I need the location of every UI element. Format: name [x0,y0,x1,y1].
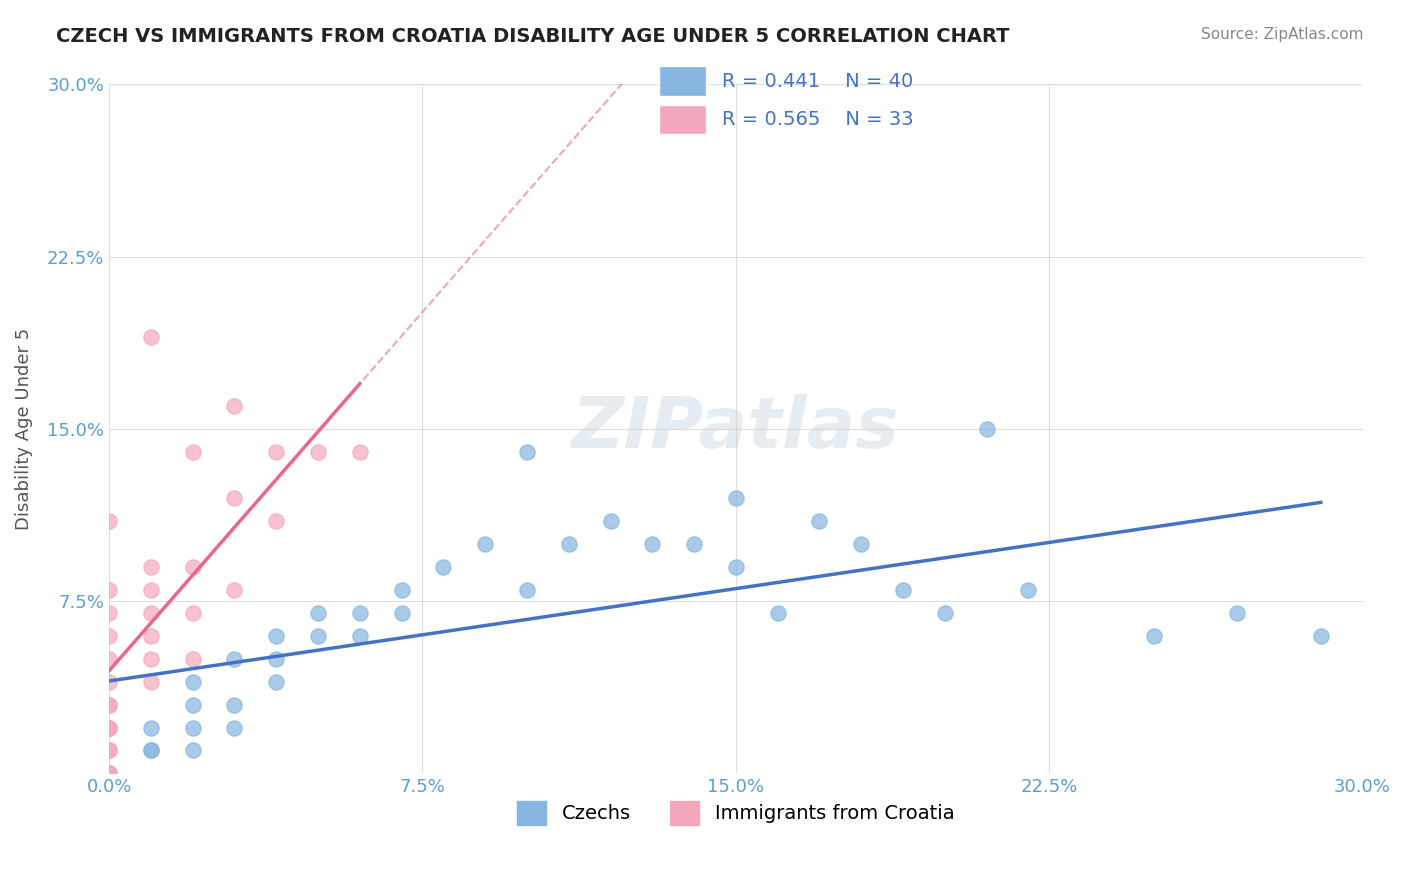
Y-axis label: Disability Age Under 5: Disability Age Under 5 [15,328,32,530]
Point [139,582,162,597]
Point [181,674,204,689]
Point [976,422,998,436]
Point [139,559,162,574]
Point [599,514,621,528]
Point [224,491,246,505]
Point [224,721,246,735]
Point [224,651,246,665]
Point [1226,606,1249,620]
Point [139,721,162,735]
Point [474,537,496,551]
Point [1143,629,1166,643]
Text: R = 0.441    N = 40: R = 0.441 N = 40 [721,72,912,91]
Point [307,445,329,459]
Point [349,445,371,459]
Point [181,606,204,620]
FancyBboxPatch shape [658,104,706,134]
Legend: Czechs, Immigrants from Croatia: Czechs, Immigrants from Croatia [509,793,962,832]
Point [98,698,121,712]
Point [307,629,329,643]
Point [139,674,162,689]
Point [808,514,831,528]
Point [516,582,538,597]
Point [181,743,204,757]
Point [181,721,204,735]
Point [98,766,121,780]
Point [139,743,162,757]
Point [1017,582,1039,597]
Point [98,606,121,620]
Point [391,606,413,620]
Point [264,629,287,643]
Point [98,721,121,735]
Point [181,445,204,459]
Point [264,514,287,528]
Point [891,582,914,597]
Point [98,743,121,757]
Text: Source: ZipAtlas.com: Source: ZipAtlas.com [1201,27,1364,42]
Point [224,582,246,597]
Point [391,582,413,597]
Point [264,651,287,665]
Point [766,606,789,620]
Point [139,606,162,620]
Point [98,743,121,757]
Point [181,559,204,574]
Text: CZECH VS IMMIGRANTS FROM CROATIA DISABILITY AGE UNDER 5 CORRELATION CHART: CZECH VS IMMIGRANTS FROM CROATIA DISABIL… [56,27,1010,45]
Point [641,537,664,551]
Point [264,674,287,689]
Point [139,743,162,757]
Point [516,445,538,459]
Point [98,698,121,712]
Point [98,766,121,780]
Point [934,606,956,620]
Point [307,606,329,620]
Point [724,491,747,505]
Point [181,698,204,712]
Point [224,698,246,712]
Point [98,721,121,735]
Point [98,582,121,597]
Point [432,559,454,574]
Point [349,606,371,620]
Point [349,629,371,643]
Point [181,651,204,665]
Point [724,559,747,574]
Point [139,651,162,665]
Point [139,629,162,643]
Text: ZIPatlas: ZIPatlas [572,394,900,464]
Point [851,537,873,551]
Point [1309,629,1331,643]
Point [264,445,287,459]
Text: R = 0.565    N = 33: R = 0.565 N = 33 [721,111,912,129]
Point [557,537,579,551]
Point [98,629,121,643]
Point [98,651,121,665]
Point [98,674,121,689]
Point [139,330,162,344]
Point [224,399,246,413]
Point [98,721,121,735]
Point [98,514,121,528]
FancyBboxPatch shape [658,67,706,96]
Point [98,766,121,780]
Point [683,537,706,551]
